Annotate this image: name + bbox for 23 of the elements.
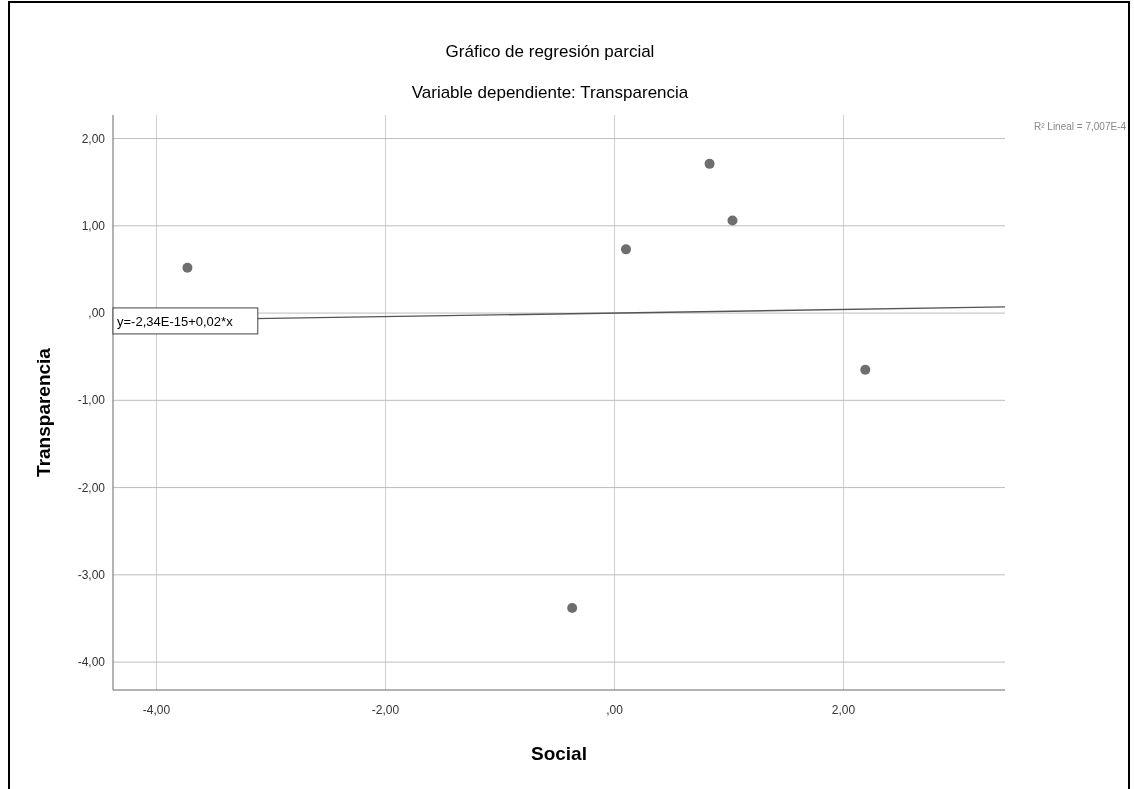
y-tick-label: -4,00 — [77, 655, 106, 670]
x-axis-title: Social — [531, 743, 587, 764]
x-tick-label: -2,00 — [371, 703, 400, 717]
y-tick-label: 2,00 — [81, 131, 106, 146]
y-tick-label: -2,00 — [77, 480, 106, 495]
y-tick-label: 1,00 — [81, 218, 106, 233]
y-tick-label: -3,00 — [77, 567, 106, 582]
point — [727, 215, 738, 226]
x-tick-label: 2,00 — [831, 703, 856, 717]
point — [567, 602, 578, 613]
chart-subtitle: Variable dependiente: Transparencia — [411, 83, 689, 102]
point — [182, 262, 193, 273]
point — [860, 364, 871, 375]
x-tick-label: ,00 — [606, 703, 624, 717]
annotation: y=-2,34E-15+0,02*x — [117, 313, 234, 329]
x-tick-label: -4,00 — [142, 703, 171, 717]
text: R² Lineal = 7,007E-4 — [1033, 121, 1127, 132]
y-axis-title: Transparencia — [33, 347, 54, 477]
y-tick-label: -1,00 — [77, 393, 106, 408]
chart-title: Gráfico de regresión parcial — [445, 42, 655, 61]
y-tick-label: ,00 — [88, 306, 106, 321]
point — [620, 244, 631, 255]
point — [704, 158, 715, 169]
